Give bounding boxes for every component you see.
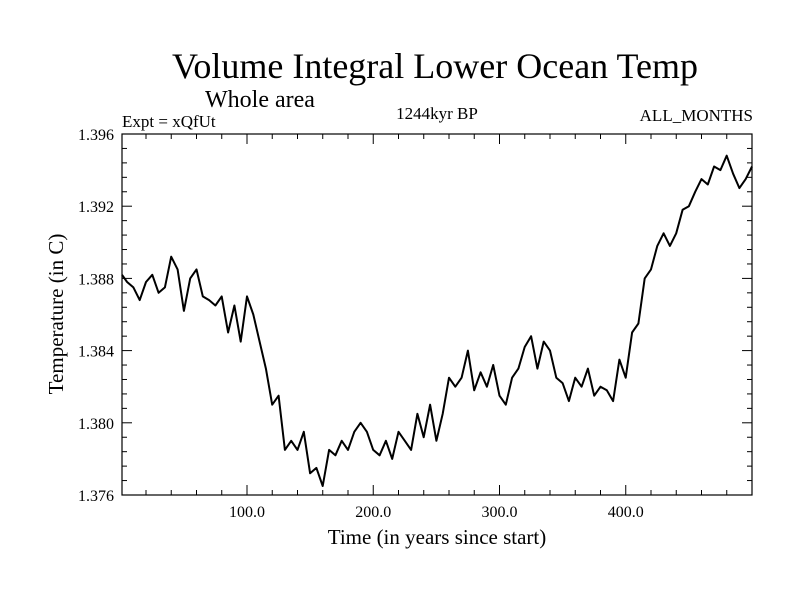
temperature-series-line bbox=[121, 154, 753, 487]
plot-frame bbox=[121, 133, 753, 496]
y-tick-label: 1.388 bbox=[78, 271, 114, 288]
y-tick-label: 1.384 bbox=[78, 344, 114, 361]
axis-ticks bbox=[122, 133, 752, 496]
period-label: 1244kyr BP bbox=[396, 104, 478, 123]
x-tick-label: 400.0 bbox=[608, 504, 644, 521]
y-tick-label: 1.376 bbox=[78, 488, 114, 505]
y-tick-label: 1.392 bbox=[78, 199, 114, 216]
chart-title: Volume Integral Lower Ocean Temp bbox=[172, 46, 698, 86]
x-tick-label: 300.0 bbox=[481, 504, 517, 521]
y-tick-label: 1.396 bbox=[78, 127, 114, 144]
months-label: ALL_MONTHS bbox=[640, 106, 753, 125]
x-tick-label: 200.0 bbox=[355, 504, 391, 521]
chart-subtitle: Whole area bbox=[205, 87, 315, 113]
experiment-label: Expt = xQfUt bbox=[122, 112, 216, 131]
x-axis-label: Time (in years since start) bbox=[328, 525, 547, 549]
x-tick-label: 100.0 bbox=[229, 504, 265, 521]
y-tick-labels: 1.376 1.380 1.384 1.388 1.392 1.396 bbox=[78, 127, 114, 505]
y-tick-label: 1.380 bbox=[78, 416, 114, 433]
x-tick-labels: 100.0 200.0 300.0 400.0 bbox=[229, 504, 644, 521]
y-axis-label: Temperature (in C) bbox=[44, 234, 68, 395]
